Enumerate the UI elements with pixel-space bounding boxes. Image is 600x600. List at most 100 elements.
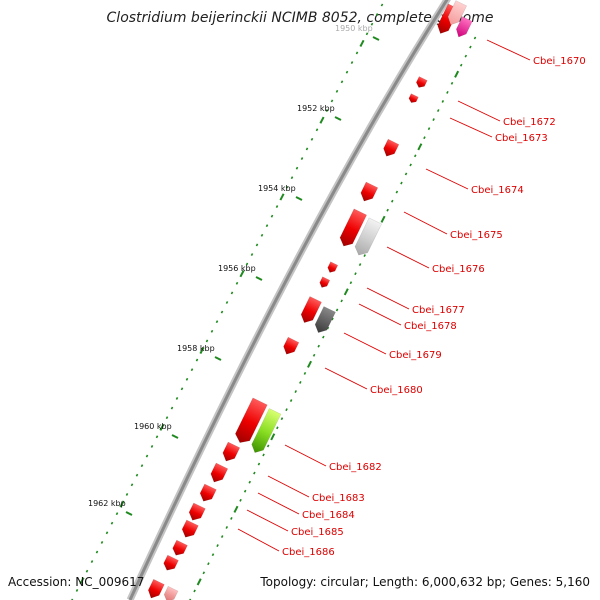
tick-mark-0-32 bbox=[220, 310, 224, 314]
tick-mark-0-23 bbox=[265, 224, 269, 228]
gene-feature[interactable] bbox=[187, 502, 206, 523]
kbp-label: 1952 kbp bbox=[297, 104, 335, 113]
gene-label[interactable]: Cbei_1683 bbox=[312, 493, 365, 504]
tick-mark-1-47 bbox=[257, 462, 261, 466]
tick-mark-1-34 bbox=[317, 344, 320, 348]
gene-arrow[interactable] bbox=[208, 462, 229, 485]
gene-arrow[interactable] bbox=[162, 554, 179, 573]
gene-feature[interactable] bbox=[171, 539, 188, 558]
gene-feature[interactable] bbox=[318, 276, 331, 289]
gene-arrow[interactable] bbox=[445, 0, 467, 28]
gene-feature[interactable] bbox=[249, 408, 282, 455]
gene-feature[interactable] bbox=[298, 296, 322, 325]
gene-label[interactable]: Cbei_1685 bbox=[291, 527, 344, 538]
tick-mark-0-30 bbox=[230, 291, 234, 295]
gene-arrow[interactable] bbox=[171, 539, 188, 558]
tick-mark-1-0 bbox=[473, 36, 477, 40]
tick-mark-1-59 bbox=[202, 571, 206, 575]
gene-arrow[interactable] bbox=[326, 261, 339, 274]
tick-mark-0-6 bbox=[350, 61, 354, 65]
tick-mark-0-34 bbox=[210, 329, 214, 333]
tick-mark-0-18 bbox=[290, 176, 294, 180]
tick-mark-1-31 bbox=[331, 317, 334, 321]
tick-mark-0-44 bbox=[159, 423, 165, 431]
tick-mark-0-22 bbox=[270, 214, 274, 218]
gene-arrow[interactable] bbox=[146, 578, 165, 600]
tick-mark-0-50 bbox=[130, 483, 134, 487]
gene-arrow[interactable] bbox=[454, 16, 473, 40]
tick-mark-0-14 bbox=[310, 137, 314, 141]
tick-mark-0-62 bbox=[71, 598, 74, 600]
gene-feature[interactable] bbox=[445, 0, 467, 28]
gene-feature[interactable] bbox=[281, 336, 300, 357]
tick-mark-1-57 bbox=[211, 553, 215, 557]
gene-label[interactable]: Cbei_1672 bbox=[503, 117, 556, 128]
tick-mark-1-51 bbox=[239, 498, 242, 502]
gene-feature[interactable] bbox=[208, 462, 229, 485]
gene-label[interactable]: Cbei_1677 bbox=[412, 305, 465, 316]
gene-arrow[interactable] bbox=[415, 76, 428, 90]
tick-mark-1-8 bbox=[436, 109, 440, 112]
tick-mark-0-15 bbox=[305, 147, 309, 151]
gene-arrow[interactable] bbox=[318, 276, 331, 289]
gene-arrow[interactable] bbox=[249, 408, 282, 455]
kbp-label: 1958 kbp bbox=[177, 344, 215, 353]
gene-label[interactable]: Cbei_1676 bbox=[432, 264, 485, 275]
gene-feature[interactable] bbox=[198, 483, 217, 504]
gene-feature[interactable] bbox=[220, 441, 241, 464]
tick-mark-0-36 bbox=[199, 346, 205, 355]
gene-arrow[interactable] bbox=[198, 483, 217, 504]
gene-feature[interactable] bbox=[326, 261, 339, 274]
kbp-major-tick bbox=[334, 116, 342, 121]
gene-feature[interactable] bbox=[146, 578, 165, 600]
tick-mark-0-0 bbox=[380, 3, 384, 7]
tick-mark-1-62 bbox=[189, 598, 192, 600]
gene-feature[interactable] bbox=[180, 519, 199, 540]
gene-arrow[interactable] bbox=[408, 93, 419, 105]
gene-feature[interactable] bbox=[415, 76, 428, 90]
gene-feature[interactable] bbox=[337, 208, 367, 249]
gene-label[interactable]: Cbei_1674 bbox=[471, 185, 524, 196]
gene-arrow[interactable] bbox=[281, 336, 300, 357]
gene-feature[interactable] bbox=[162, 585, 179, 600]
gene-arrow[interactable] bbox=[358, 181, 379, 204]
gene-label[interactable]: Cbei_1686 bbox=[282, 547, 335, 558]
gene-feature[interactable] bbox=[352, 217, 382, 258]
gene-arrow[interactable] bbox=[162, 585, 179, 600]
tick-mark-0-8 bbox=[340, 80, 344, 84]
tick-mark-1-41 bbox=[285, 408, 288, 412]
tick-marks bbox=[71, 3, 477, 600]
gene-label[interactable]: Cbei_1678 bbox=[404, 321, 457, 332]
gene-arrow[interactable] bbox=[220, 441, 241, 464]
gene-feature[interactable] bbox=[381, 138, 400, 159]
gene-label[interactable]: Cbei_1682 bbox=[329, 462, 382, 473]
gene-label[interactable]: Cbei_1684 bbox=[302, 510, 355, 521]
gene-feature[interactable] bbox=[312, 306, 336, 335]
gene-feature[interactable] bbox=[233, 397, 268, 446]
leader-line bbox=[246, 509, 289, 532]
gene-feature[interactable] bbox=[358, 181, 379, 204]
gene-label[interactable]: Cbei_1673 bbox=[495, 133, 548, 144]
gene-label[interactable]: Cbei_1680 bbox=[370, 385, 423, 396]
tick-mark-1-30 bbox=[335, 308, 339, 312]
leader-line bbox=[457, 100, 501, 122]
gene-arrow[interactable] bbox=[298, 296, 322, 325]
gene-arrow[interactable] bbox=[233, 397, 268, 446]
tick-mark-1-25 bbox=[358, 263, 362, 267]
gene-label[interactable]: Cbei_1675 bbox=[450, 230, 503, 241]
tick-mark-0-61 bbox=[75, 588, 79, 592]
gene-label[interactable]: Cbei_1670 bbox=[533, 56, 586, 67]
gene-arrow[interactable] bbox=[352, 217, 382, 258]
gene-arrow[interactable] bbox=[187, 502, 206, 523]
gene-feature[interactable] bbox=[454, 16, 473, 40]
topology-text: Topology: circular; Length: 6,000,632 bp… bbox=[260, 575, 590, 589]
gene-arrow[interactable] bbox=[180, 519, 199, 540]
gene-arrow[interactable] bbox=[381, 138, 400, 159]
gene-feature[interactable] bbox=[408, 93, 419, 105]
gene-arrow[interactable] bbox=[312, 306, 336, 335]
gene-feature[interactable] bbox=[162, 554, 179, 573]
gene-label[interactable]: Cbei_1679 bbox=[389, 350, 442, 361]
tick-mark-1-28 bbox=[343, 288, 349, 296]
gene-arrow[interactable] bbox=[337, 208, 367, 249]
